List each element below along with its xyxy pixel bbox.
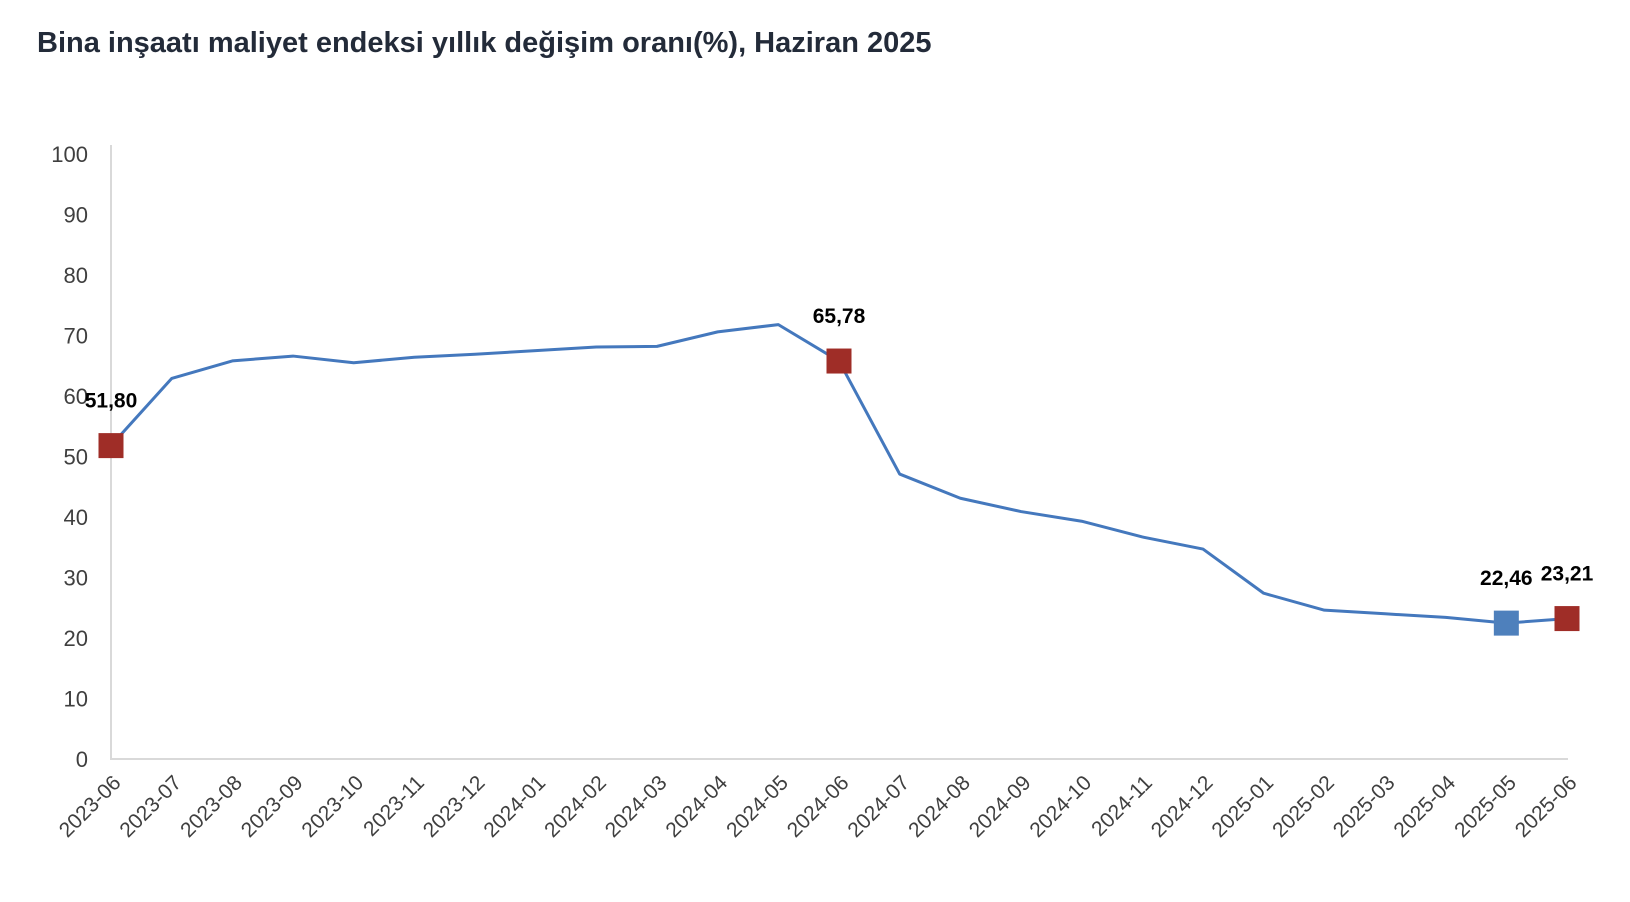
x-axis-label: 2024-06 [783, 771, 854, 842]
x-axis-label: 2025-01 [1207, 771, 1278, 842]
x-axis-label: 2024-12 [1147, 771, 1218, 842]
x-axis-label: 2023-12 [419, 771, 490, 842]
data-point-label: 51,80 [85, 390, 138, 413]
y-axis-label: 0 [76, 747, 88, 772]
x-axis-label: 2024-10 [1025, 771, 1096, 842]
data-point-label: 23,21 [1541, 563, 1594, 586]
data-point-label: 22,46 [1480, 567, 1533, 590]
x-axis-label: 2024-02 [540, 771, 611, 842]
data-point-marker[interactable] [1493, 610, 1519, 636]
x-axis-label: 2024-01 [479, 771, 550, 842]
x-axis-label: 2024-04 [661, 771, 732, 842]
x-axis-label: 2023-07 [115, 771, 186, 842]
x-axis-label: 2023-10 [297, 771, 368, 842]
y-axis-label: 30 [64, 566, 88, 591]
data-point-marker[interactable] [826, 348, 852, 374]
chart-title: Bina inşaatı maliyet endeksi yıllık deği… [37, 27, 932, 59]
x-axis-label: 2025-06 [1511, 771, 1582, 842]
x-axis-label: 2025-02 [1268, 771, 1339, 842]
data-point-label: 65,78 [813, 305, 866, 328]
x-axis-label: 2024-08 [904, 771, 975, 842]
x-axis-label: 2023-08 [176, 771, 247, 842]
x-axis-label: 2024-09 [965, 771, 1036, 842]
x-axis-label: 2025-03 [1329, 771, 1400, 842]
y-axis-label: 80 [64, 263, 88, 288]
x-axis-label: 2023-06 [55, 771, 126, 842]
x-axis-label: 2024-07 [843, 771, 914, 842]
y-axis-label: 100 [51, 142, 88, 167]
x-axis-label: 2023-09 [237, 771, 308, 842]
y-axis-label: 60 [64, 384, 88, 409]
x-axis-label: 2023-11 [359, 771, 429, 841]
x-axis-label: 2024-05 [722, 771, 793, 842]
data-point-marker[interactable] [1554, 606, 1580, 632]
y-axis-label: 50 [64, 445, 88, 470]
y-axis-label: 20 [64, 626, 88, 651]
y-axis-label: 40 [64, 505, 88, 530]
x-axis-label: 2024-11 [1087, 771, 1157, 841]
y-axis-label: 90 [64, 203, 88, 228]
x-axis-label: 2025-04 [1389, 771, 1460, 842]
x-axis-label: 2025-05 [1450, 771, 1521, 842]
x-axis-label: 2024-03 [601, 771, 672, 842]
y-axis-label: 70 [64, 324, 88, 349]
data-point-marker[interactable] [98, 433, 124, 459]
y-axis-label: 10 [64, 687, 88, 712]
